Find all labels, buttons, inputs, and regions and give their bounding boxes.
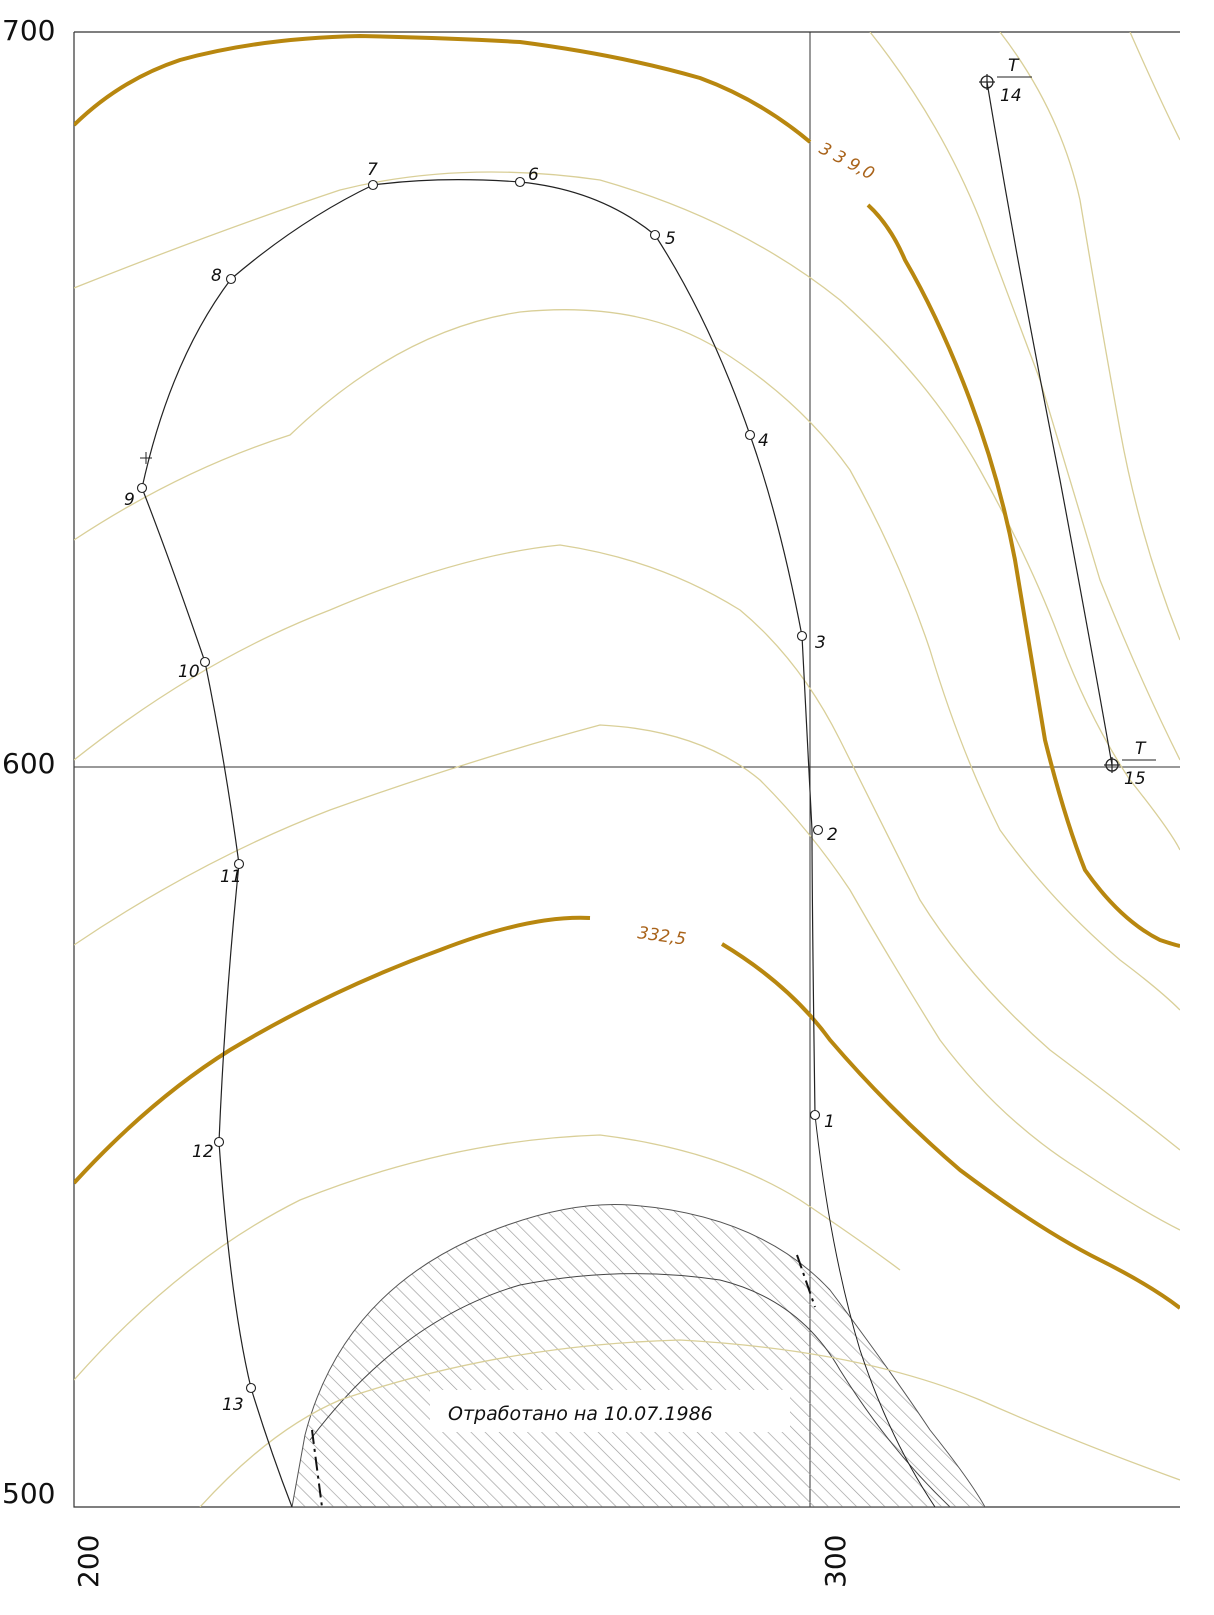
station-top-label: T xyxy=(1008,56,1020,76)
mined-area-inner-boundary xyxy=(309,1273,951,1507)
station-14: T 14 xyxy=(979,56,1032,106)
x-axis-label-200: 200 xyxy=(72,1535,105,1588)
contour-label-339: 3 3 9,0 xyxy=(816,139,878,185)
survey-point-label: 3 xyxy=(815,633,826,653)
minor-contours xyxy=(74,32,1180,1507)
survey-point-11: 11 xyxy=(220,858,245,887)
survey-point-label: 1 xyxy=(824,1112,835,1132)
boundary-mark-right xyxy=(796,1254,816,1308)
y-axis-label-600: 600 xyxy=(2,747,55,780)
survey-point-label: 13 xyxy=(222,1395,244,1415)
survey-point-label: 8 xyxy=(211,266,222,286)
survey-point-4: 4 xyxy=(744,429,769,451)
station-number-label: 14 xyxy=(1000,86,1022,106)
survey-point-label: 6 xyxy=(528,165,539,185)
survey-point-label: 4 xyxy=(758,431,769,451)
tie-line-14-15 xyxy=(986,81,1113,766)
index-contour-339-b xyxy=(866,203,1180,948)
survey-point-label: 5 xyxy=(665,229,676,249)
contour-label-332-5: 332,5 xyxy=(636,923,687,950)
mined-area-note: Отработано на 10.07.1986 xyxy=(430,1390,790,1432)
mined-area-hatched xyxy=(291,1203,986,1507)
survey-point-6: 6 xyxy=(514,165,539,188)
survey-point-label: 9 xyxy=(124,490,135,510)
survey-points: 1 2 3 4 5 6 7 8 xyxy=(124,160,838,1415)
survey-point-label: 11 xyxy=(220,867,242,887)
survey-point-1: 1 xyxy=(809,1109,835,1132)
station-number-label: 15 xyxy=(1124,769,1146,789)
survey-point-5: 5 xyxy=(649,229,676,249)
survey-point-9: 9 xyxy=(124,482,148,510)
survey-point-label: 7 xyxy=(367,160,378,180)
index-contour-339 xyxy=(74,33,812,144)
y-axis-label-500: 500 xyxy=(2,1477,55,1510)
survey-point-13: 13 xyxy=(222,1382,257,1415)
survey-point-10: 10 xyxy=(178,656,211,682)
index-contour-332-5-left xyxy=(74,915,591,1185)
station-15: T 15 xyxy=(1104,739,1156,789)
station-top-label: T xyxy=(1135,739,1147,759)
x-axis-label-300: 300 xyxy=(819,1535,852,1588)
survey-point-8: 8 xyxy=(211,266,237,286)
survey-point-label: 12 xyxy=(192,1142,214,1162)
survey-point-label: 10 xyxy=(178,662,200,682)
index-contours xyxy=(74,33,1180,1310)
boundary-mark-left xyxy=(311,1429,323,1507)
index-contour-332-5-right xyxy=(720,942,1180,1310)
survey-point-2: 2 xyxy=(812,824,838,845)
survey-offset-line xyxy=(814,1114,936,1507)
survey-point-label: 2 xyxy=(827,825,838,845)
survey-point-3: 3 xyxy=(796,630,826,653)
mined-area-label: Отработано на 10.07.1986 xyxy=(448,1403,713,1425)
y-axis-label-700: 700 xyxy=(2,14,55,47)
survey-point-7: 7 xyxy=(367,160,379,191)
survey-point-12: 12 xyxy=(192,1136,225,1162)
